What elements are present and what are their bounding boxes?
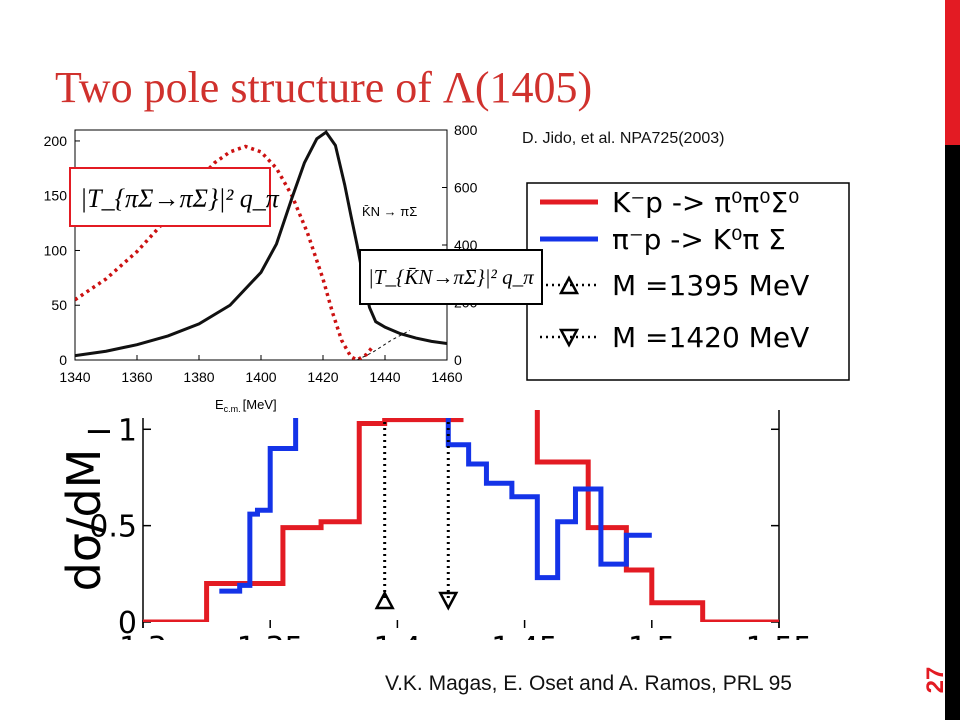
y-tick-label-right: 0 [454, 352, 462, 368]
y-tick-label-right: 800 [454, 122, 478, 138]
series-line [356, 329, 411, 360]
y-tick-label-right: 600 [454, 180, 478, 196]
reference-magas: V.K. Magas, E. Oset and A. Ramos, PRL 95 [385, 672, 792, 695]
y-tick-label: 50 [51, 297, 67, 313]
y-tick-label: 200 [44, 133, 68, 149]
accent-bar [945, 0, 960, 145]
y-axis-label: dσ/dM I [57, 427, 118, 591]
x-tick-label: 1.3 [119, 631, 167, 666]
slide-title: Two pole structure of Λ(1405) [55, 63, 593, 112]
formula-labels: |T_{πΣ→πΣ}|² q_π |T_{K̄N→πΣ}|² q_π [69, 167, 543, 305]
legend-label: K⁻p -> π⁰π⁰Σ⁰ [612, 186, 799, 219]
series-line [219, 410, 652, 594]
x-tick-label: 1.55 [746, 631, 813, 666]
annotation: K̄N → πΣ [362, 204, 417, 219]
legend-label: M =1420 MeV [612, 321, 809, 354]
y-tick-label: 1 [118, 413, 137, 448]
formula-label-right: |T_{K̄N→πΣ}|² q_π [368, 265, 534, 289]
legend-label: M =1395 MeV [612, 269, 809, 302]
legend-triangle-down [558, 328, 580, 348]
reference-jido: D. Jido, et al. NPA725(2003) [522, 130, 725, 147]
x-tick-label: 1400 [245, 369, 276, 385]
x-tick-label: 1.5 [628, 631, 676, 666]
x-tick-label: 1340 [59, 369, 90, 385]
x-tick-label: 1460 [431, 369, 462, 385]
legend-box [526, 182, 850, 381]
y-tick-label: 0 [118, 606, 137, 641]
x-tick-label: 1440 [369, 369, 400, 385]
legend-triangle-up [558, 275, 580, 295]
legend-label: π⁻p -> K⁰π Σ [612, 223, 786, 256]
bottom-chart: 0 0.5 1 1.3 1.35 1.4 1.45 1.5 1.55 dσ/dM I [57, 410, 813, 666]
x-ticks: 1.3 1.35 1.4 1.45 1.5 1.55 [119, 620, 813, 666]
side-bar [945, 145, 960, 720]
triangle-down-marker [438, 591, 459, 611]
formula-label-left: |T_{πΣ→πΣ}|² q_π [80, 184, 280, 213]
y-tick-label: 150 [44, 188, 68, 204]
svg-text:dσ/dM: dσ/dM [57, 449, 111, 592]
x-tick-label: 1.4 [374, 631, 422, 666]
legend: K⁻p -> π⁰π⁰Σ⁰ π⁻p -> K⁰π Σ M =1395 MeV M =1… [526, 182, 850, 381]
series-line [143, 410, 779, 622]
triangle-up-marker [374, 590, 395, 610]
svg-text:I: I [83, 427, 118, 436]
x-tick-label: 1420 [307, 369, 338, 385]
x-tick-label: 1380 [183, 369, 214, 385]
y-tick-label: 0.5 [89, 510, 137, 545]
x-tick-label: 1.45 [491, 631, 558, 666]
formula-box-right [359, 249, 543, 305]
series-line [75, 130, 447, 358]
x-tick-label: 1360 [121, 369, 152, 385]
y-tick-label: 100 [44, 242, 68, 258]
y-tick-label: 0 [59, 352, 67, 368]
x-tick-label: 1.35 [237, 631, 304, 666]
formula-box-left [69, 167, 271, 227]
